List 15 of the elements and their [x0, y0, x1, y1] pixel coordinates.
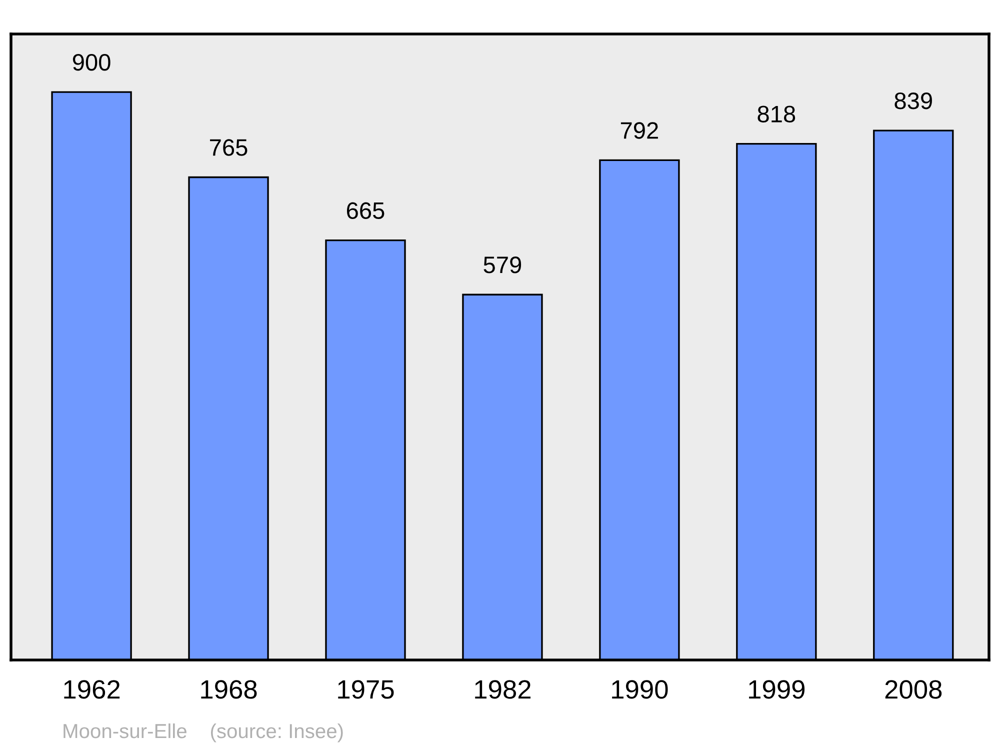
data-label: 579 — [484, 256, 522, 274]
x-tick-label: 1962 — [64, 680, 120, 699]
x-tick-label: 1999 — [749, 680, 805, 699]
x-tick-label: 2008 — [885, 680, 942, 699]
data-label: 839 — [894, 92, 932, 110]
data-label: 765 — [210, 139, 248, 156]
data-label: 818 — [758, 106, 796, 122]
data-label: 792 — [620, 122, 658, 139]
data-label: 665 — [346, 202, 384, 220]
x-tick-label: 1990 — [612, 680, 668, 699]
x-tick-label: 1975 — [338, 680, 394, 699]
text: Moon-sur-Elle (source: Insee) — [64, 723, 343, 742]
x-tick-label: 1982 — [475, 680, 530, 699]
x-tick-label: 1968 — [201, 680, 257, 699]
data-label: 900 — [72, 54, 110, 71]
